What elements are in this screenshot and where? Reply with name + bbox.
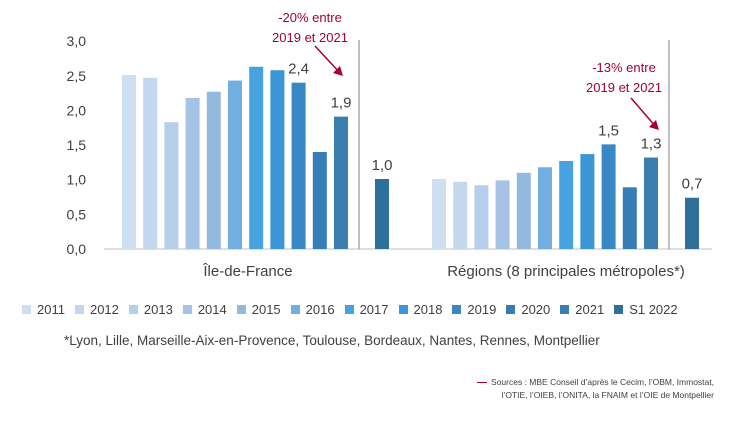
- legend-swatch: [22, 305, 31, 314]
- data-label: 1,3: [641, 136, 662, 153]
- data-label: 2,4: [288, 61, 309, 78]
- legend-label: 2017: [359, 302, 389, 317]
- bar-idf-2017: [249, 66, 264, 249]
- sources-marker: [477, 382, 488, 384]
- legend-label: 2016: [305, 302, 335, 317]
- sources-note: Sources : MBE Conseil d’après le Cecim, …: [384, 376, 714, 402]
- bar-idf-2013: [164, 122, 179, 249]
- legend-swatch: [452, 305, 462, 314]
- legend-item: 2011: [22, 302, 65, 317]
- legend-item: 2020: [506, 302, 550, 317]
- bar-idf-2020: [312, 151, 327, 249]
- annotation-text: -13% entre: [592, 60, 656, 75]
- legend-swatch: [614, 305, 624, 314]
- legend-item: 2019: [452, 302, 496, 317]
- legend-swatch: [74, 305, 84, 314]
- annotation-text: 2019 et 2021: [586, 80, 662, 95]
- bar-chart: 3,0 2,5 2,0 1,5 1,0 0,5 0,0 2,4 1,9 1,0 Île-de-Fra…: [67, 10, 712, 280]
- annotation-text: 2019 et 2021: [272, 30, 348, 45]
- legend-item: 2021: [560, 302, 604, 317]
- sources-line-2: l’OTIE, l’OIEB, l’ONITA, la FNAIM et l’O…: [501, 390, 714, 400]
- chart-legend: 2011 2012 2013 2014 2015 2016 2017 2018 2019 2020…: [22, 302, 742, 317]
- legend-swatch: [344, 305, 354, 314]
- bar-regions-2011: [432, 179, 446, 249]
- y-tick-label: 3,0: [67, 33, 87, 49]
- legend-swatch: [398, 305, 408, 314]
- bar-regions-2016: [538, 167, 552, 249]
- legend-item: 2012: [74, 302, 119, 317]
- y-tick-label: 0,5: [67, 206, 87, 222]
- bar-regions-2014: [495, 180, 510, 249]
- legend-label: 2012: [89, 302, 119, 317]
- bar-idf-2018: [270, 70, 285, 250]
- annotation-arrow-line: [314, 45, 341, 74]
- legend-item: S1 2022: [614, 302, 678, 317]
- data-label: 0,7: [682, 176, 703, 193]
- legend-label: 2021: [575, 302, 605, 317]
- y-tick-label: 0,0: [67, 241, 87, 257]
- annotation-arrowhead: [333, 66, 343, 76]
- legend-label: S1 2022: [629, 302, 678, 317]
- bar-idf-s1-2022: [375, 179, 389, 249]
- x-category-label: Régions (8 principales métropoles*): [447, 263, 685, 280]
- bar-idf-2014: [185, 97, 200, 250]
- bar-idf-2011: [122, 75, 136, 249]
- legend-item: 2013: [128, 302, 173, 317]
- annotation-text: -20% entre: [278, 10, 342, 25]
- data-label: 1,0: [372, 157, 393, 174]
- legend-swatch: [182, 305, 192, 314]
- legend-swatch: [128, 305, 138, 314]
- legend-swatch: [506, 305, 516, 314]
- footnote: *Lyon, Lille, Marseille-Aix-en-Provence,…: [64, 333, 600, 348]
- bar-regions-2015: [516, 172, 531, 249]
- legend-item: 2016: [290, 302, 335, 317]
- legend-label: 2014: [197, 302, 227, 317]
- bar-regions-2019: [601, 144, 616, 249]
- legend-item: 2014: [182, 302, 227, 317]
- legend-label: 2015: [251, 302, 281, 317]
- y-tick-label: 2,5: [67, 68, 87, 84]
- legend-swatch: [236, 305, 246, 314]
- x-category-label: Île-de-France: [202, 263, 292, 280]
- legend-label: 2020: [521, 302, 551, 317]
- annotation-arrowhead: [649, 120, 659, 130]
- bar-regions-2017: [559, 160, 574, 249]
- data-label: 1,5: [598, 122, 619, 139]
- legend-label: 2019: [467, 302, 497, 317]
- legend-swatch: [290, 305, 300, 314]
- bar-idf-2016: [228, 80, 242, 249]
- bar-idf-2012: [143, 77, 158, 249]
- y-tick-label: 1,0: [67, 172, 87, 188]
- legend-label: 2011: [37, 302, 65, 317]
- bar-regions-2013: [474, 185, 489, 249]
- legend-swatch: [560, 305, 570, 314]
- bar-idf-2015: [206, 91, 221, 250]
- bar-regions-2012: [453, 181, 468, 249]
- sources-line-1: Sources : MBE Conseil d’après le Cecim, …: [491, 377, 714, 387]
- legend-item: 2018: [398, 302, 443, 317]
- bar-regions-2018: [580, 154, 595, 249]
- annotation-arrow-line: [630, 97, 657, 128]
- bar-regions-s1-2022: [685, 197, 699, 249]
- y-tick-label: 2,0: [67, 102, 87, 118]
- y-tick-label: 1,5: [67, 137, 87, 153]
- bar-idf-2019: [291, 82, 306, 250]
- legend-label: 2013: [143, 302, 173, 317]
- bar-regions-2020: [622, 187, 637, 249]
- bar-idf-2021: [334, 116, 348, 250]
- data-label: 1,9: [331, 95, 352, 112]
- legend-item: 2017: [344, 302, 389, 317]
- legend-item: 2015: [236, 302, 281, 317]
- bar-regions-2021: [644, 157, 658, 249]
- legend-label: 2018: [413, 302, 443, 317]
